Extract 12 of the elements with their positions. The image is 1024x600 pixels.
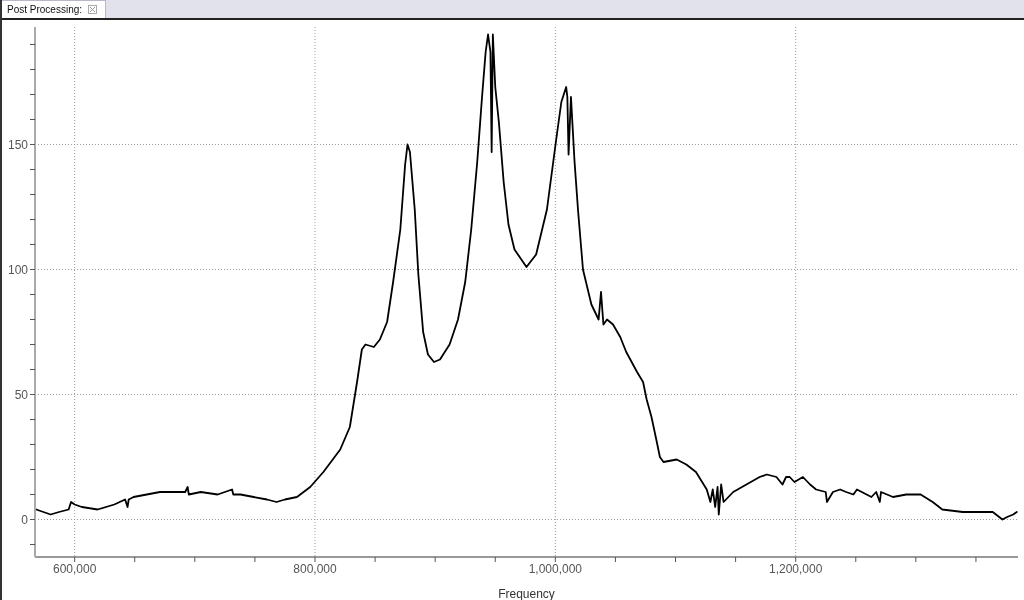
chart-title: Post Processing:	[7, 4, 83, 15]
y-tick-label: 150	[7, 137, 29, 152]
x-axis-title: Frequency	[498, 587, 555, 600]
x-tick-label: 1,000,000	[528, 561, 583, 576]
x-tick-label: 1,200,000	[768, 561, 823, 576]
x-tick-label: 600,000	[52, 561, 97, 576]
x-tick-label: 800,000	[293, 561, 338, 576]
y-tick-label: 50	[14, 387, 29, 402]
y-tick-label: 0	[21, 512, 29, 527]
tab: Post Processing:	[2, 0, 107, 18]
y-tick-label: 100	[7, 262, 29, 277]
line-series	[35, 33, 1018, 521]
